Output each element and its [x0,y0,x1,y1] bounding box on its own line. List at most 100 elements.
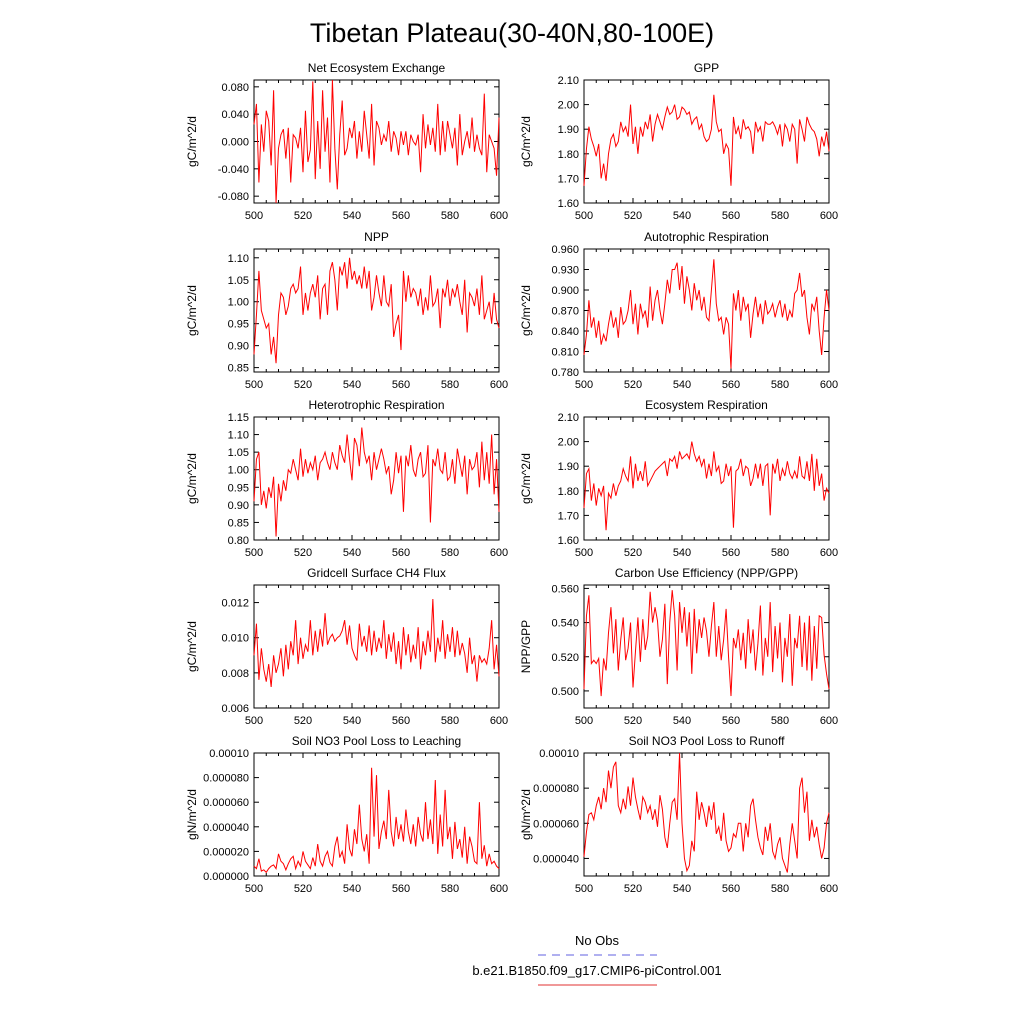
x-tick-label: 520 [624,883,642,895]
y-tick-label: 0.85 [228,363,249,375]
chart-soil-no3-pool-loss-to-runoff: Soil NO3 Pool Loss to Runoff 500 520 540 560… [519,734,838,895]
legend: No Obs b.e21.B1850.f09_g17.CMIP6-piContr… [472,933,722,986]
x-tick-label: 580 [441,547,459,559]
x-tick-label: 500 [575,883,593,895]
y-tick-label: 1.05 [228,275,249,287]
y-tick-label: 1.70 [558,510,579,522]
y-tick-label: 1.90 [558,124,579,136]
x-tick-label: 580 [441,715,459,727]
x-tick-label: 500 [245,210,263,222]
y-tick-label: 1.80 [558,486,579,498]
chart-gpp: GPP 500 520 540 560 580 600 1.60 1.70 1.80 1.90 2.0… [519,61,838,222]
x-tick-label: 500 [575,210,593,222]
chart-title: Soil NO3 Pool Loss to Runoff [629,734,786,748]
x-tick-label: 600 [820,715,838,727]
y-tick-label: 0.90 [228,500,249,512]
chart-heterotrophic-respiration: Heterotrophic Respiration 500 520 540 560 580… [185,398,508,559]
y-tick-label: 0.810 [551,347,579,359]
x-tick-label: 540 [343,210,361,222]
x-tick-label: 500 [245,715,263,727]
y-axis-label: gC/m^2/d [185,453,199,504]
x-tick-label: 520 [624,210,642,222]
x-tick-label: 580 [771,379,789,391]
x-tick-label: 500 [575,379,593,391]
y-axis-label: gC/m^2/d [519,285,533,336]
y-tick-label: 2.00 [558,437,579,449]
figure-title: Tibetan Plateau(30-40N,80-100E) [310,18,714,48]
chart-title: Heterotrophic Respiration [308,398,444,412]
y-tick-label: 0.500 [551,686,579,698]
y-tick-label: 0.000060 [533,818,579,830]
y-tick-label: 0.000 [221,137,249,149]
y-tick-label: 0.012 [221,598,249,610]
series-line [583,259,830,369]
y-tick-label: 0.900 [551,285,579,297]
y-axis-label: gC/m^2/d [519,453,533,504]
y-axis-label: gC/m^2/d [519,116,533,167]
series-line [583,94,830,186]
plot-frame [583,584,830,709]
y-tick-label: 0.840 [551,326,579,338]
y-tick-label: 0.080 [221,82,249,94]
series-line [253,599,500,687]
x-tick-label: 520 [294,883,312,895]
y-tick-label: 1.15 [228,412,249,424]
y-tick-label: 0.000020 [203,846,249,858]
y-axis-label: gC/m^2/d [185,285,199,336]
y-axis-label: gC/m^2/d [185,621,199,672]
chart-title: Autotrophic Respiration [644,230,769,244]
x-tick-label: 560 [392,379,410,391]
y-axis-label: gN/m^2/d [519,789,533,840]
x-tick-label: 500 [575,547,593,559]
x-tick-label: 520 [624,715,642,727]
y-tick-label: 0.90 [228,341,249,353]
x-tick-label: 500 [245,883,263,895]
chart-title: Soil NO3 Pool Loss to Leaching [292,734,461,748]
x-tick-label: 520 [294,547,312,559]
chart-title: GPP [694,61,719,75]
x-tick-label: 560 [722,210,740,222]
x-tick-label: 600 [820,883,838,895]
chart-carbon-use-efficiency-npp-gpp: Carbon Use Efficiency (NPP/GPP) 500 520 540… [519,566,838,727]
y-tick-label: 2.10 [558,412,579,424]
y-tick-label: 0.00010 [539,748,579,760]
y-tick-label: 1.60 [558,535,579,547]
y-tick-label: 0.000080 [203,773,249,785]
x-tick-label: 520 [624,547,642,559]
x-tick-label: 520 [624,379,642,391]
y-tick-label: 2.00 [558,100,579,112]
y-tick-label: 0.95 [228,319,249,331]
x-tick-label: 560 [722,379,740,391]
y-axis-label: gN/m^2/d [185,789,199,840]
x-tick-label: 540 [673,379,691,391]
x-tick-label: 560 [392,547,410,559]
legend-label-no-obs: No Obs [575,933,620,948]
y-tick-label: 0.780 [551,367,579,379]
x-tick-label: 500 [245,379,263,391]
x-tick-label: 540 [673,715,691,727]
y-tick-label: 1.60 [558,198,579,210]
x-tick-label: 540 [673,547,691,559]
plot-frame [583,752,830,877]
y-tick-label: 1.10 [228,253,249,265]
y-tick-label: 0.000040 [203,822,249,834]
x-tick-label: 560 [392,883,410,895]
plot-frame [253,416,500,541]
x-tick-label: 560 [392,715,410,727]
y-tick-label: 0.540 [551,618,579,630]
y-tick-label: -0.040 [218,164,249,176]
y-tick-label: 0.008 [221,668,249,680]
x-tick-label: 560 [722,715,740,727]
y-tick-label: 1.00 [228,297,249,309]
y-tick-label: 1.00 [228,465,249,477]
x-tick-label: 580 [441,379,459,391]
y-tick-label: 1.70 [558,173,579,185]
x-tick-label: 600 [820,379,838,391]
x-tick-label: 540 [343,547,361,559]
y-axis-label: NPP/GPP [519,620,533,673]
series-line [253,79,500,204]
chart-gridcell-surface-ch4-flux: Gridcell Surface CH4 Flux 500 520 540 560 580… [185,566,508,727]
x-tick-label: 540 [343,715,361,727]
